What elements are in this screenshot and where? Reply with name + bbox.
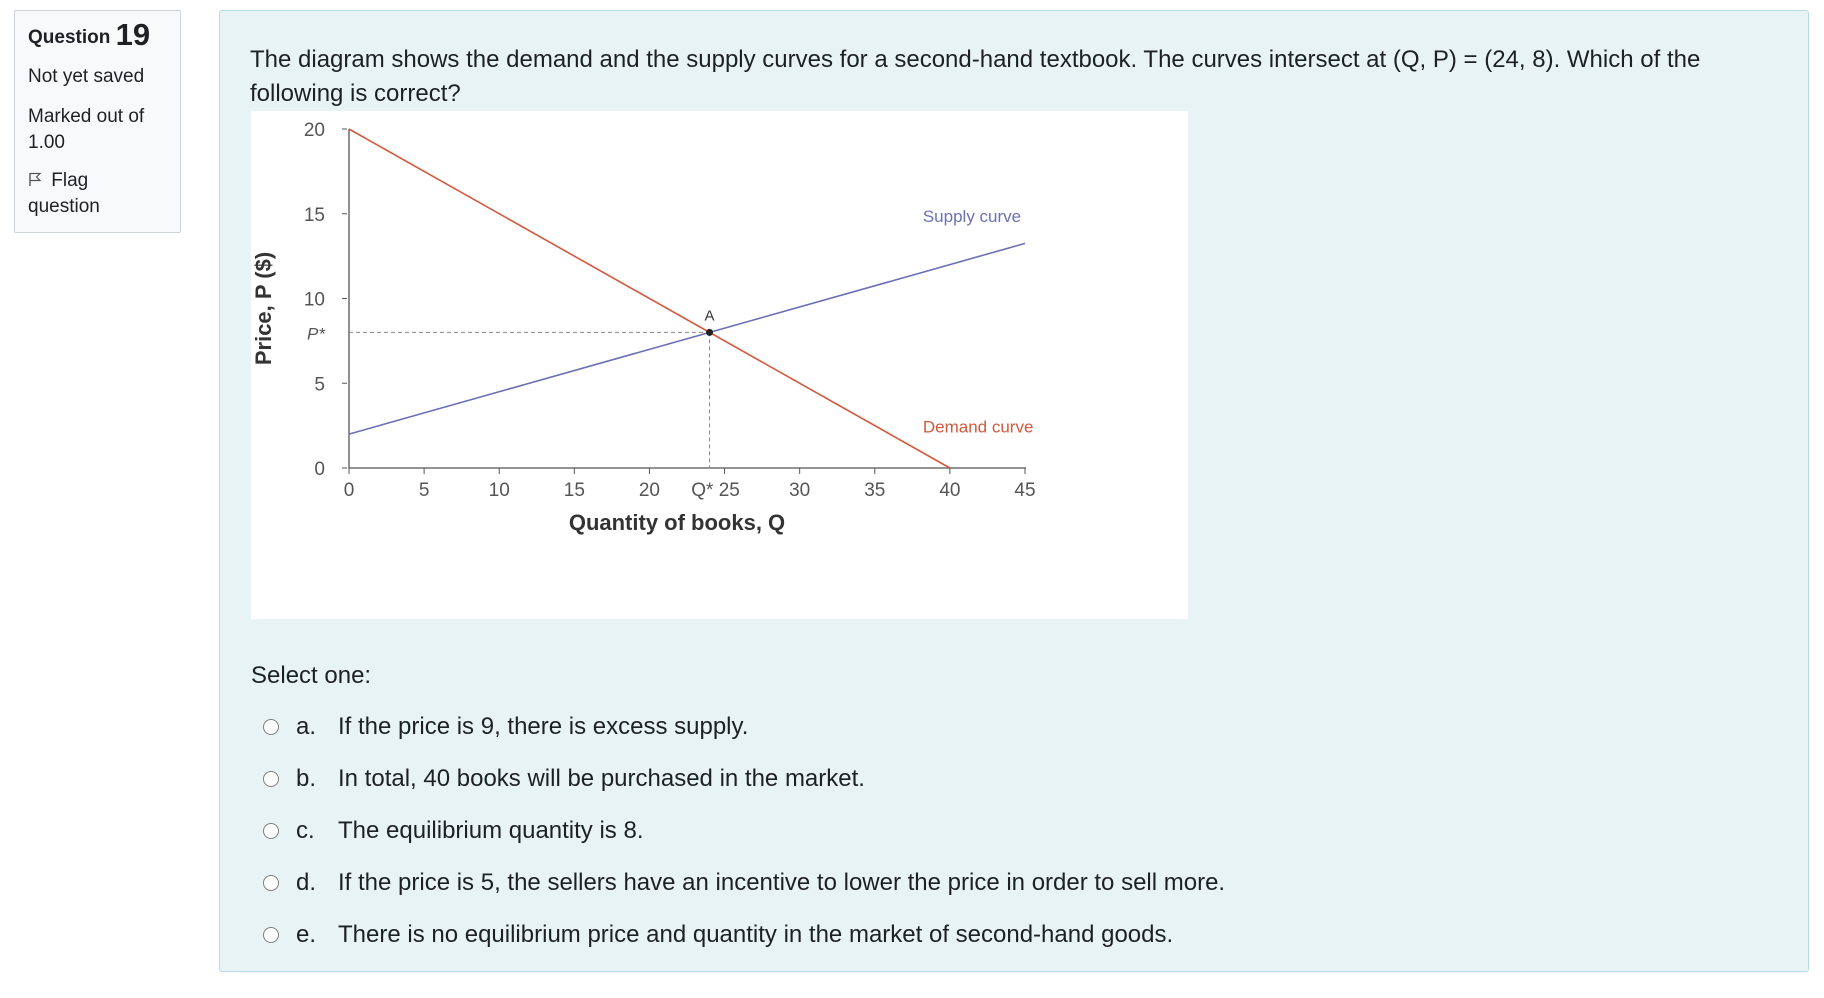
y-tick-label: 10 [304,290,325,311]
question-info-panel: Question 19 Not yet saved Marked out of … [14,10,181,233]
radio-button[interactable] [263,927,279,943]
radio-button[interactable] [263,875,279,891]
supply-curve-line [348,242,1026,435]
question-state: Not yet saved [28,66,145,87]
answer-option-c[interactable]: c. The equilibrium quantity is 8. [251,805,1225,857]
question-mark: Marked out of 1.00 [28,106,145,153]
option-text: There is no equilibrium price and quanti… [338,921,1174,948]
question-content: The diagram shows the demand and the sup… [219,10,1809,972]
y-tick-label: 0 [314,459,325,480]
y-tick-label: 5 [314,374,325,395]
option-text: If the price is 9, there is excess suppl… [338,713,749,740]
x-tick-label: 0 [344,480,355,501]
flag-question-link[interactable]: Flag question [28,168,163,220]
x-tick-label: 40 [939,480,960,501]
question-number-heading: Question 19 [28,19,180,50]
equilibrium-point [706,328,714,336]
y-axis-label: Price, P ($) [251,252,276,365]
radio-button[interactable] [263,823,279,839]
option-text: In total, 40 books will be purchased in … [338,765,865,792]
question-number: 19 [115,17,151,52]
option-letter: a. [296,713,317,740]
option-letter: b. [296,765,317,792]
flag-question-label: Flag question [28,170,100,217]
x-tick-label: 15 [564,480,585,501]
answer-option-a[interactable]: a. If the price is 9, there is excess sup… [251,701,1225,753]
answer-options: a. If the price is 9, there is excess sup… [251,701,1225,961]
flag-icon [28,170,51,191]
option-letter: e. [296,921,317,948]
chart-svg: 0 5 10 15 20 Q* 25 30 35 40 45 0 5 10 P* 15 20 Quantity … [251,120,1036,535]
y-tick-label: P* [307,324,326,343]
equilibrium-label: A [705,307,715,324]
y-tick-label: 20 [304,120,325,141]
option-letter: d. [296,869,317,896]
answer-option-d[interactable]: d. If the price is 5, the sellers have an… [251,857,1225,909]
x-tick-label: 10 [489,480,510,501]
radio-button[interactable] [263,719,279,735]
x-tick-label: 20 [639,480,660,501]
x-tick-label: 5 [419,480,430,501]
select-one-prompt: Select one: [251,662,372,689]
x-axis-label: Quantity of books, Q [569,510,785,535]
option-text: The equilibrium quantity is 8. [338,817,644,844]
option-letter: c. [296,817,315,844]
answer-block: Select one: a. If the price is 9, there i… [251,661,1225,961]
supply-curve-label: Supply curve [923,207,1021,226]
x-tick-label: Q* 25 [691,480,740,501]
demand-curve-label: Demand curve [923,417,1034,436]
answer-option-b[interactable]: b. In total, 40 books will be purchased i… [251,753,1225,805]
x-tick-label: 35 [864,480,885,501]
question-text: The diagram shows the demand and the sup… [250,46,1701,107]
supply-demand-chart: 0 5 10 15 20 Q* 25 30 35 40 45 0 5 10 P* 15 20 Quantity … [251,111,1188,619]
option-text: If the price is 5, the sellers have an i… [338,869,1226,896]
x-tick-label: 45 [1014,480,1035,501]
demand-curve-line [348,128,951,469]
answer-option-e[interactable]: e. There is no equilibrium price and quan… [251,909,1225,961]
question-word: Question [28,27,111,48]
y-tick-label: 15 [304,205,325,226]
radio-button[interactable] [263,771,279,787]
x-tick-label: 30 [789,480,810,501]
